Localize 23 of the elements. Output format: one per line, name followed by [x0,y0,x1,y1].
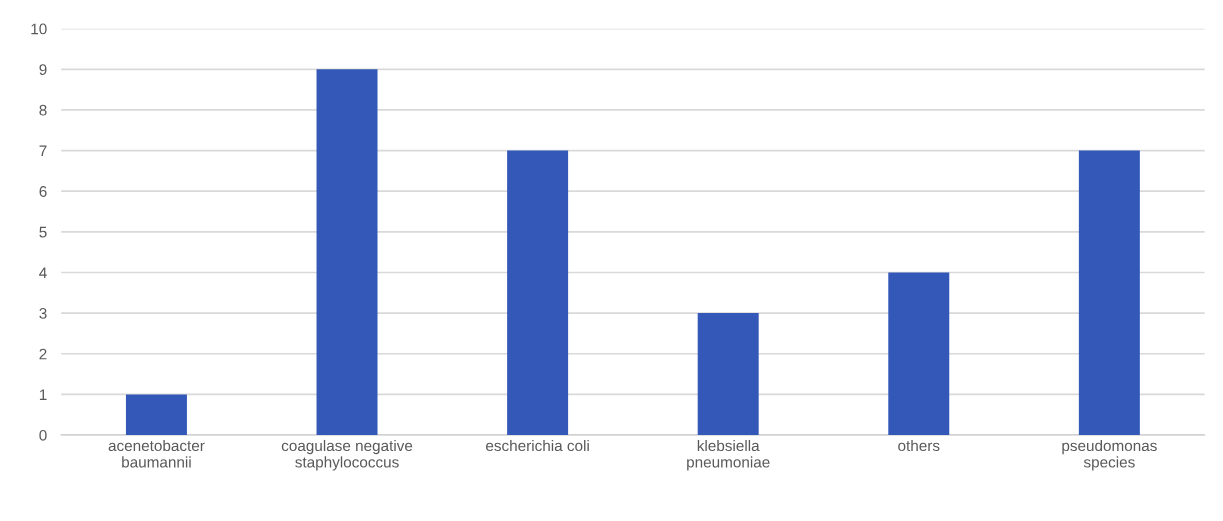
y-tick-label: 4 [39,267,47,279]
bar [888,272,950,436]
y-tick-label: 1 [39,389,47,400]
bar [507,150,569,436]
y-tick-label: 5 [39,226,47,238]
x-tick-label: klebsiella pneumoniae [687,439,770,471]
y-tick-label: 8 [39,104,47,116]
y-tick-label: 0 [39,429,47,441]
y-tick-label: 9 [39,64,47,75]
x-tick-label: pseudomonas species [1062,439,1157,471]
x-tick-label: others [898,439,940,452]
bar [125,394,187,436]
y-tick-label: 7 [39,145,47,157]
y-tick-label: 2 [39,348,47,360]
bar [316,69,378,436]
y-tick-label: 6 [39,186,47,197]
x-tick-label: acenetobacter baumannii [108,439,205,468]
bar [697,313,759,436]
x-tick-label: escherichia coli [486,439,589,452]
x-tick-label: coagulase negative staphylococcus [281,439,413,471]
y-tick-label: 10 [31,23,47,35]
bar [1078,150,1140,436]
y-tick-label: 3 [39,307,47,319]
